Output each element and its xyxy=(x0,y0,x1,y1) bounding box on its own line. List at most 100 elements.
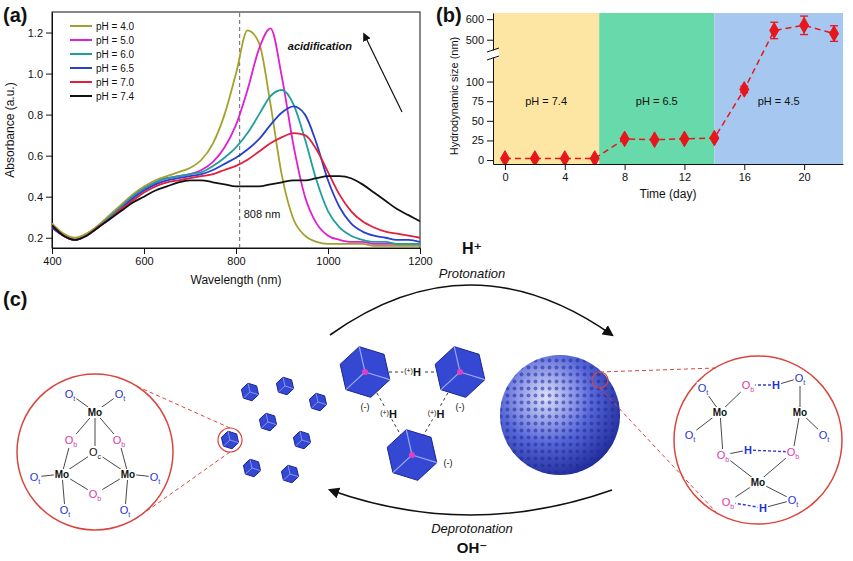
label-patch xyxy=(119,504,132,518)
atom-symbol: Mo xyxy=(713,407,727,418)
y-axis-tick-label: 100 xyxy=(466,76,484,88)
annotation: acidification xyxy=(288,40,352,52)
atom-label: Mo xyxy=(713,407,727,418)
plot-area xyxy=(52,12,420,248)
annotation-arrow xyxy=(364,34,402,112)
x-axis-tick-mark xyxy=(565,164,566,170)
y-axis-tick-label: 75 xyxy=(472,95,484,107)
legend-swatch xyxy=(70,95,92,97)
panel-c: MoMoMoOcObObObOtOtOtOtOtOtMoMoMoOtObHOtO… xyxy=(17,240,842,556)
polyoxometalate-cluster xyxy=(340,347,390,398)
label-patch xyxy=(114,388,127,402)
atom-label: Ot xyxy=(60,504,71,518)
legend-swatch xyxy=(70,67,92,69)
x-axis-tick: 16 xyxy=(739,164,751,183)
spectrum-line xyxy=(52,30,420,245)
zoom-circle xyxy=(592,372,608,388)
label-patch xyxy=(794,372,807,386)
label-patch xyxy=(743,444,753,456)
panel-label: (c) xyxy=(3,288,27,310)
label-patch xyxy=(87,407,103,418)
error-bar-cap xyxy=(800,15,808,16)
data-point xyxy=(740,82,749,98)
aggregate-texture xyxy=(500,355,620,475)
data-point xyxy=(560,151,569,164)
legend-item: pH = 7.4 xyxy=(70,91,135,102)
legend: pH = 4.0pH = 5.0pH = 6.0pH = 6.5pH = 7.0… xyxy=(70,21,135,102)
label-patch xyxy=(758,502,768,514)
y-axis-tick: 0.6 xyxy=(28,150,52,162)
proton-label: (+)H xyxy=(380,408,397,420)
polyoxometalate-cluster xyxy=(241,383,258,401)
atom-symbol: Mo xyxy=(121,469,135,480)
aggregate-sphere xyxy=(500,355,620,475)
atom-label: Ot xyxy=(65,388,76,402)
x-axis-tick: 800 xyxy=(227,248,245,267)
polyoxometalate-cluster xyxy=(309,393,326,411)
atom-label: Ot xyxy=(120,504,131,518)
region-label: pH = 6.5 xyxy=(636,95,678,107)
charge-label: (-) xyxy=(361,402,370,412)
y-axis-tick-mark xyxy=(46,74,52,75)
cluster-edge xyxy=(268,422,277,425)
x-axis-tick: 1200 xyxy=(408,248,432,267)
cluster-body xyxy=(259,413,276,431)
label-patch xyxy=(684,429,697,443)
cluster-body xyxy=(309,393,326,411)
y-axis-tick: 0.8 xyxy=(28,109,52,121)
cluster-body xyxy=(241,383,258,401)
cluster-body xyxy=(221,431,238,449)
legend-label: pH = 7.0 xyxy=(96,77,135,88)
atom-symbol: Mo xyxy=(751,477,765,488)
x-axis-tick-label: 1000 xyxy=(316,255,340,267)
atom-label: Mo xyxy=(121,469,135,480)
atom-label: Mo xyxy=(88,407,102,418)
label-patch xyxy=(712,407,728,418)
cluster-edge xyxy=(283,377,285,386)
label-patch xyxy=(88,446,103,460)
atom-subscript: b xyxy=(795,453,799,460)
data-point xyxy=(530,151,539,164)
proton-symbol: H xyxy=(413,366,421,378)
polyoxometalate-cluster xyxy=(435,347,485,398)
atom-label: Ot xyxy=(115,388,126,402)
label-patch xyxy=(771,379,781,391)
atom-symbol: Mo xyxy=(55,469,69,480)
x-axis-tick-label: 12 xyxy=(679,171,691,183)
cluster-edge xyxy=(261,422,268,428)
cluster-edge xyxy=(412,455,437,463)
figure-container: 400600800100012000.20.40.60.81.01.2Wavel… xyxy=(0,0,853,561)
atom-subscript: b xyxy=(725,456,729,463)
cluster-edge xyxy=(441,372,460,390)
label-patch xyxy=(88,488,103,502)
ph-region xyxy=(599,13,714,164)
x-axis-tick-label: 4 xyxy=(562,171,568,183)
y-axis-tick-label: 1.0 xyxy=(28,68,43,80)
x-axis-tick: 4 xyxy=(562,164,568,183)
x-axis-tick-label: 600 xyxy=(135,255,153,267)
x-axis-tick-mark xyxy=(236,248,237,254)
x-axis-tick-label: 20 xyxy=(798,171,810,183)
y-axis-tick: 600 xyxy=(466,13,493,25)
label-patch xyxy=(427,408,446,420)
atom-subscript: t xyxy=(827,436,829,443)
zoom-circle xyxy=(218,428,242,452)
x-axis-tick: 8 xyxy=(622,164,628,183)
polyoxometalate-cluster xyxy=(221,431,238,449)
x-axis-tick-mark xyxy=(505,164,506,170)
cluster-edge xyxy=(250,459,252,468)
cluster-edge xyxy=(346,372,365,390)
zoom-line xyxy=(600,368,716,372)
atom-symbol: Mo xyxy=(793,407,807,418)
y-axis-tick-mark xyxy=(487,40,493,41)
region-label: pH = 7.4 xyxy=(525,95,567,107)
y-axis: 0255075100500600 xyxy=(466,13,494,166)
cluster-body xyxy=(281,465,298,483)
y-axis-tick: 25 xyxy=(472,134,493,146)
atom-label: H xyxy=(744,444,752,456)
error-bar-cap xyxy=(800,34,808,35)
cluster-edge xyxy=(228,431,230,440)
legend-label: pH = 4.0 xyxy=(96,21,135,32)
cluster-edge xyxy=(318,402,327,405)
atom-label: Mo xyxy=(751,477,765,488)
